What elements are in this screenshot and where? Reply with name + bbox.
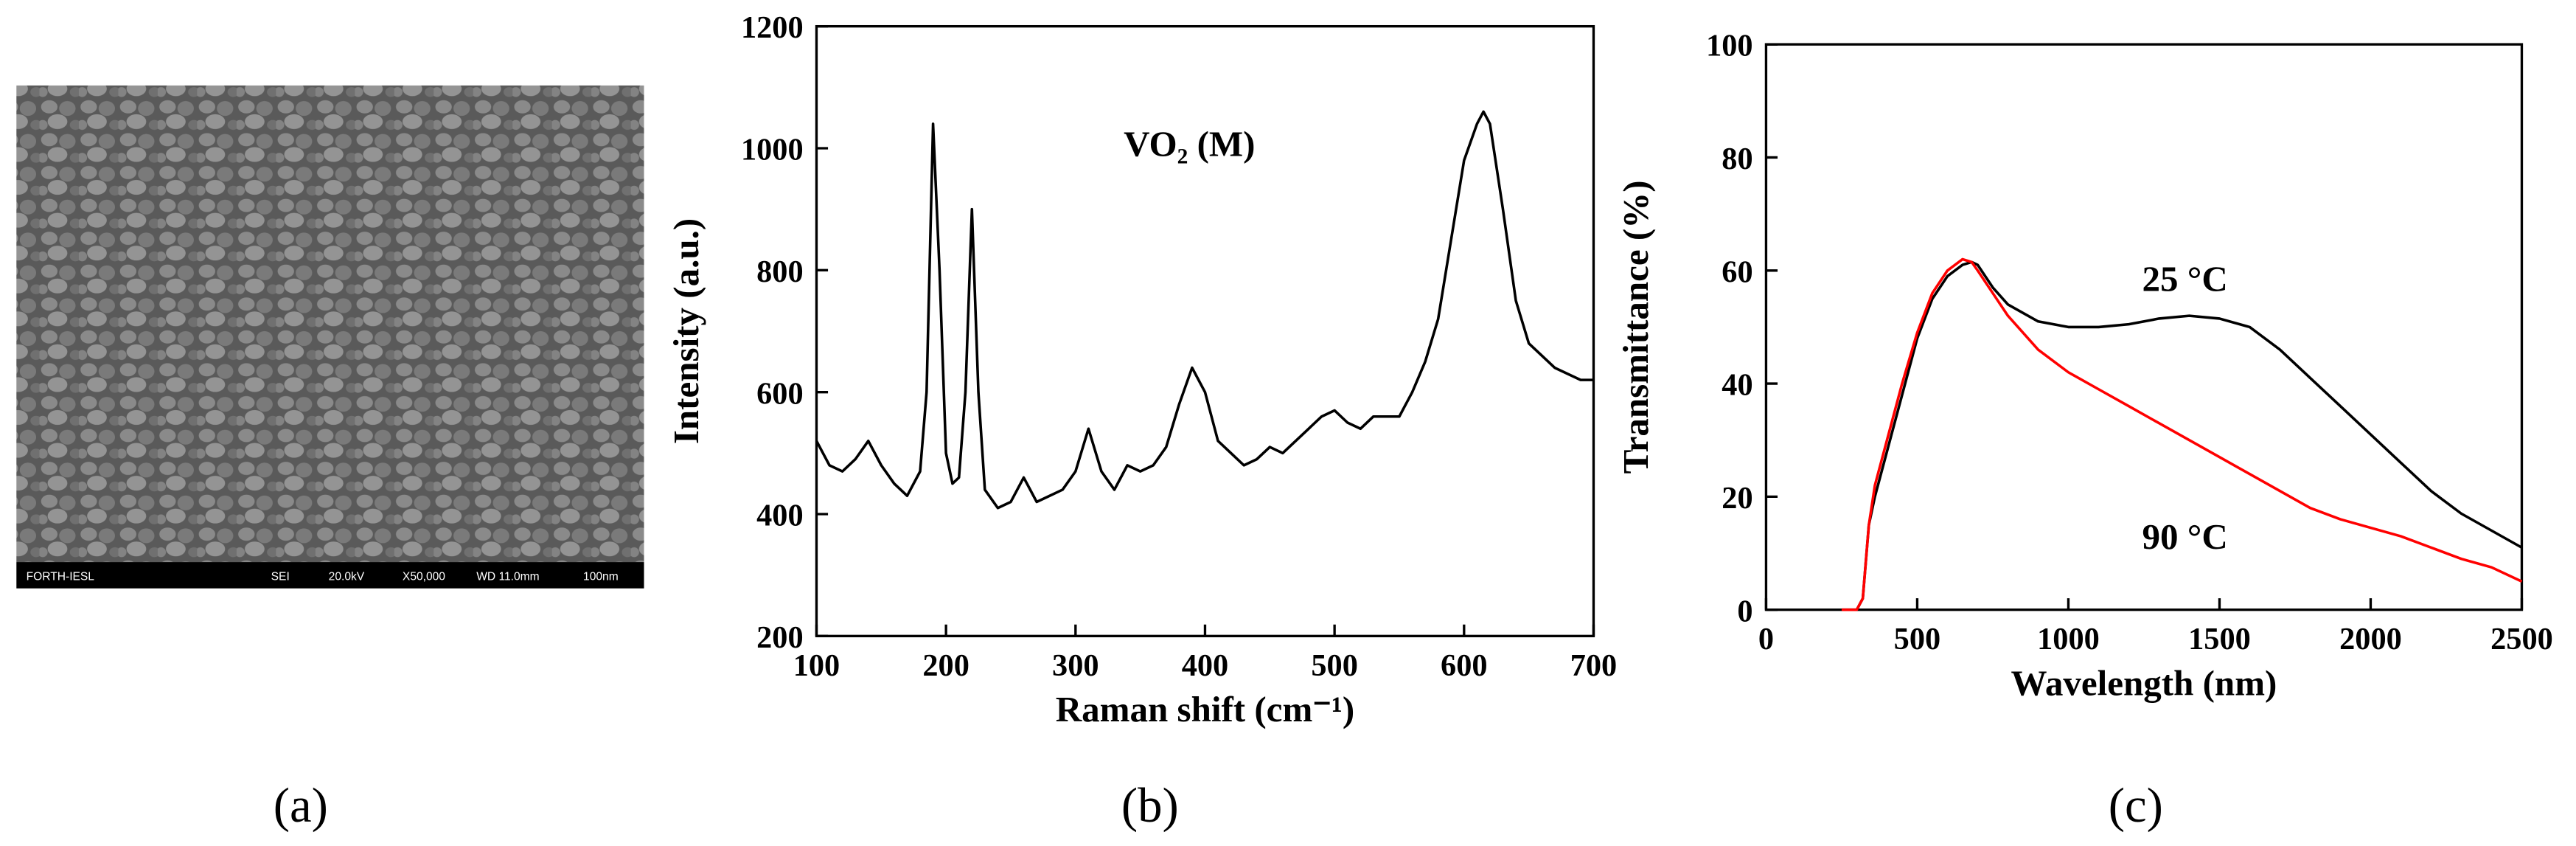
x-tick-label: 100 <box>793 648 840 683</box>
sem-info: 20.0kV <box>329 571 365 583</box>
plot-frame <box>815 24 1595 638</box>
y-tick-label: 200 <box>756 620 804 655</box>
panel-label: (c) <box>2109 778 2163 833</box>
x-tick-label: 600 <box>1441 648 1488 683</box>
x-tick-label: 200 <box>922 648 970 683</box>
series-label: 90 °C <box>2142 516 2228 557</box>
data-line <box>1841 260 2523 611</box>
x-tick-label: 500 <box>1311 648 1358 683</box>
sem-info: 100nm <box>583 571 619 583</box>
sem-info: SEI <box>271 571 290 583</box>
sem-info: X50,000 <box>403 571 445 583</box>
plot-frame <box>1764 43 2524 611</box>
data-line <box>815 110 1594 510</box>
series-label: 25 °C <box>2142 258 2228 299</box>
y-axis-label: Intensity (a.u.) <box>666 218 706 444</box>
panel-label: (b) <box>1121 778 1179 833</box>
sem-info: FORTH-IESL <box>27 571 95 583</box>
y-tick-label: 60 <box>1722 254 1752 289</box>
x-tick-label: 2000 <box>2339 622 2402 656</box>
sem-micrograph <box>16 85 644 563</box>
chart: 100 200 300 400 500 600 7002004006008001000120… <box>666 10 1617 833</box>
x-tick-label: 300 <box>1052 648 1099 683</box>
sem-info: WD 11.0mm <box>476 571 539 583</box>
x-tick-label: 400 <box>1182 648 1229 683</box>
y-tick-label: 1000 <box>741 133 804 167</box>
y-tick-label: 800 <box>756 254 804 289</box>
x-tick-label: 0 <box>1758 622 1774 656</box>
y-tick-label: 600 <box>756 376 804 411</box>
x-tick-label: 1000 <box>2037 622 2100 656</box>
x-axis-label: Wavelength (nm) <box>2011 663 2277 704</box>
annotation: VO₂ (M) <box>1124 124 1255 164</box>
panel-label: (a) <box>274 778 328 833</box>
y-tick-label: 40 <box>1722 368 1752 403</box>
y-tick-label: 400 <box>756 499 804 533</box>
x-axis-label: Raman shift (cm⁻¹) <box>1056 689 1354 729</box>
y-tick-label: 100 <box>1706 29 1753 63</box>
sem-image: FORTH-IESL SEI 20.0kV X50,000 WD 11.0mm … <box>16 85 644 833</box>
x-tick-label: 1500 <box>2188 622 2251 656</box>
y-tick-label: 20 <box>1722 481 1752 516</box>
y-tick-label: 0 <box>1737 594 1752 628</box>
x-tick-label: 500 <box>1894 622 1941 656</box>
x-tick-label: 2500 <box>2490 622 2553 656</box>
y-axis-label: Transmittance (%) <box>1615 180 1656 474</box>
x-tick-label: 700 <box>1570 648 1618 683</box>
y-tick-label: 1200 <box>741 10 804 45</box>
chart: 0 500 1000 1500 2000 2500 0 20 40 60 80 100 Waveleng… <box>1615 29 2553 833</box>
data-line <box>1841 257 2523 611</box>
sem-info-bar <box>16 562 644 589</box>
y-tick-label: 80 <box>1722 142 1752 176</box>
